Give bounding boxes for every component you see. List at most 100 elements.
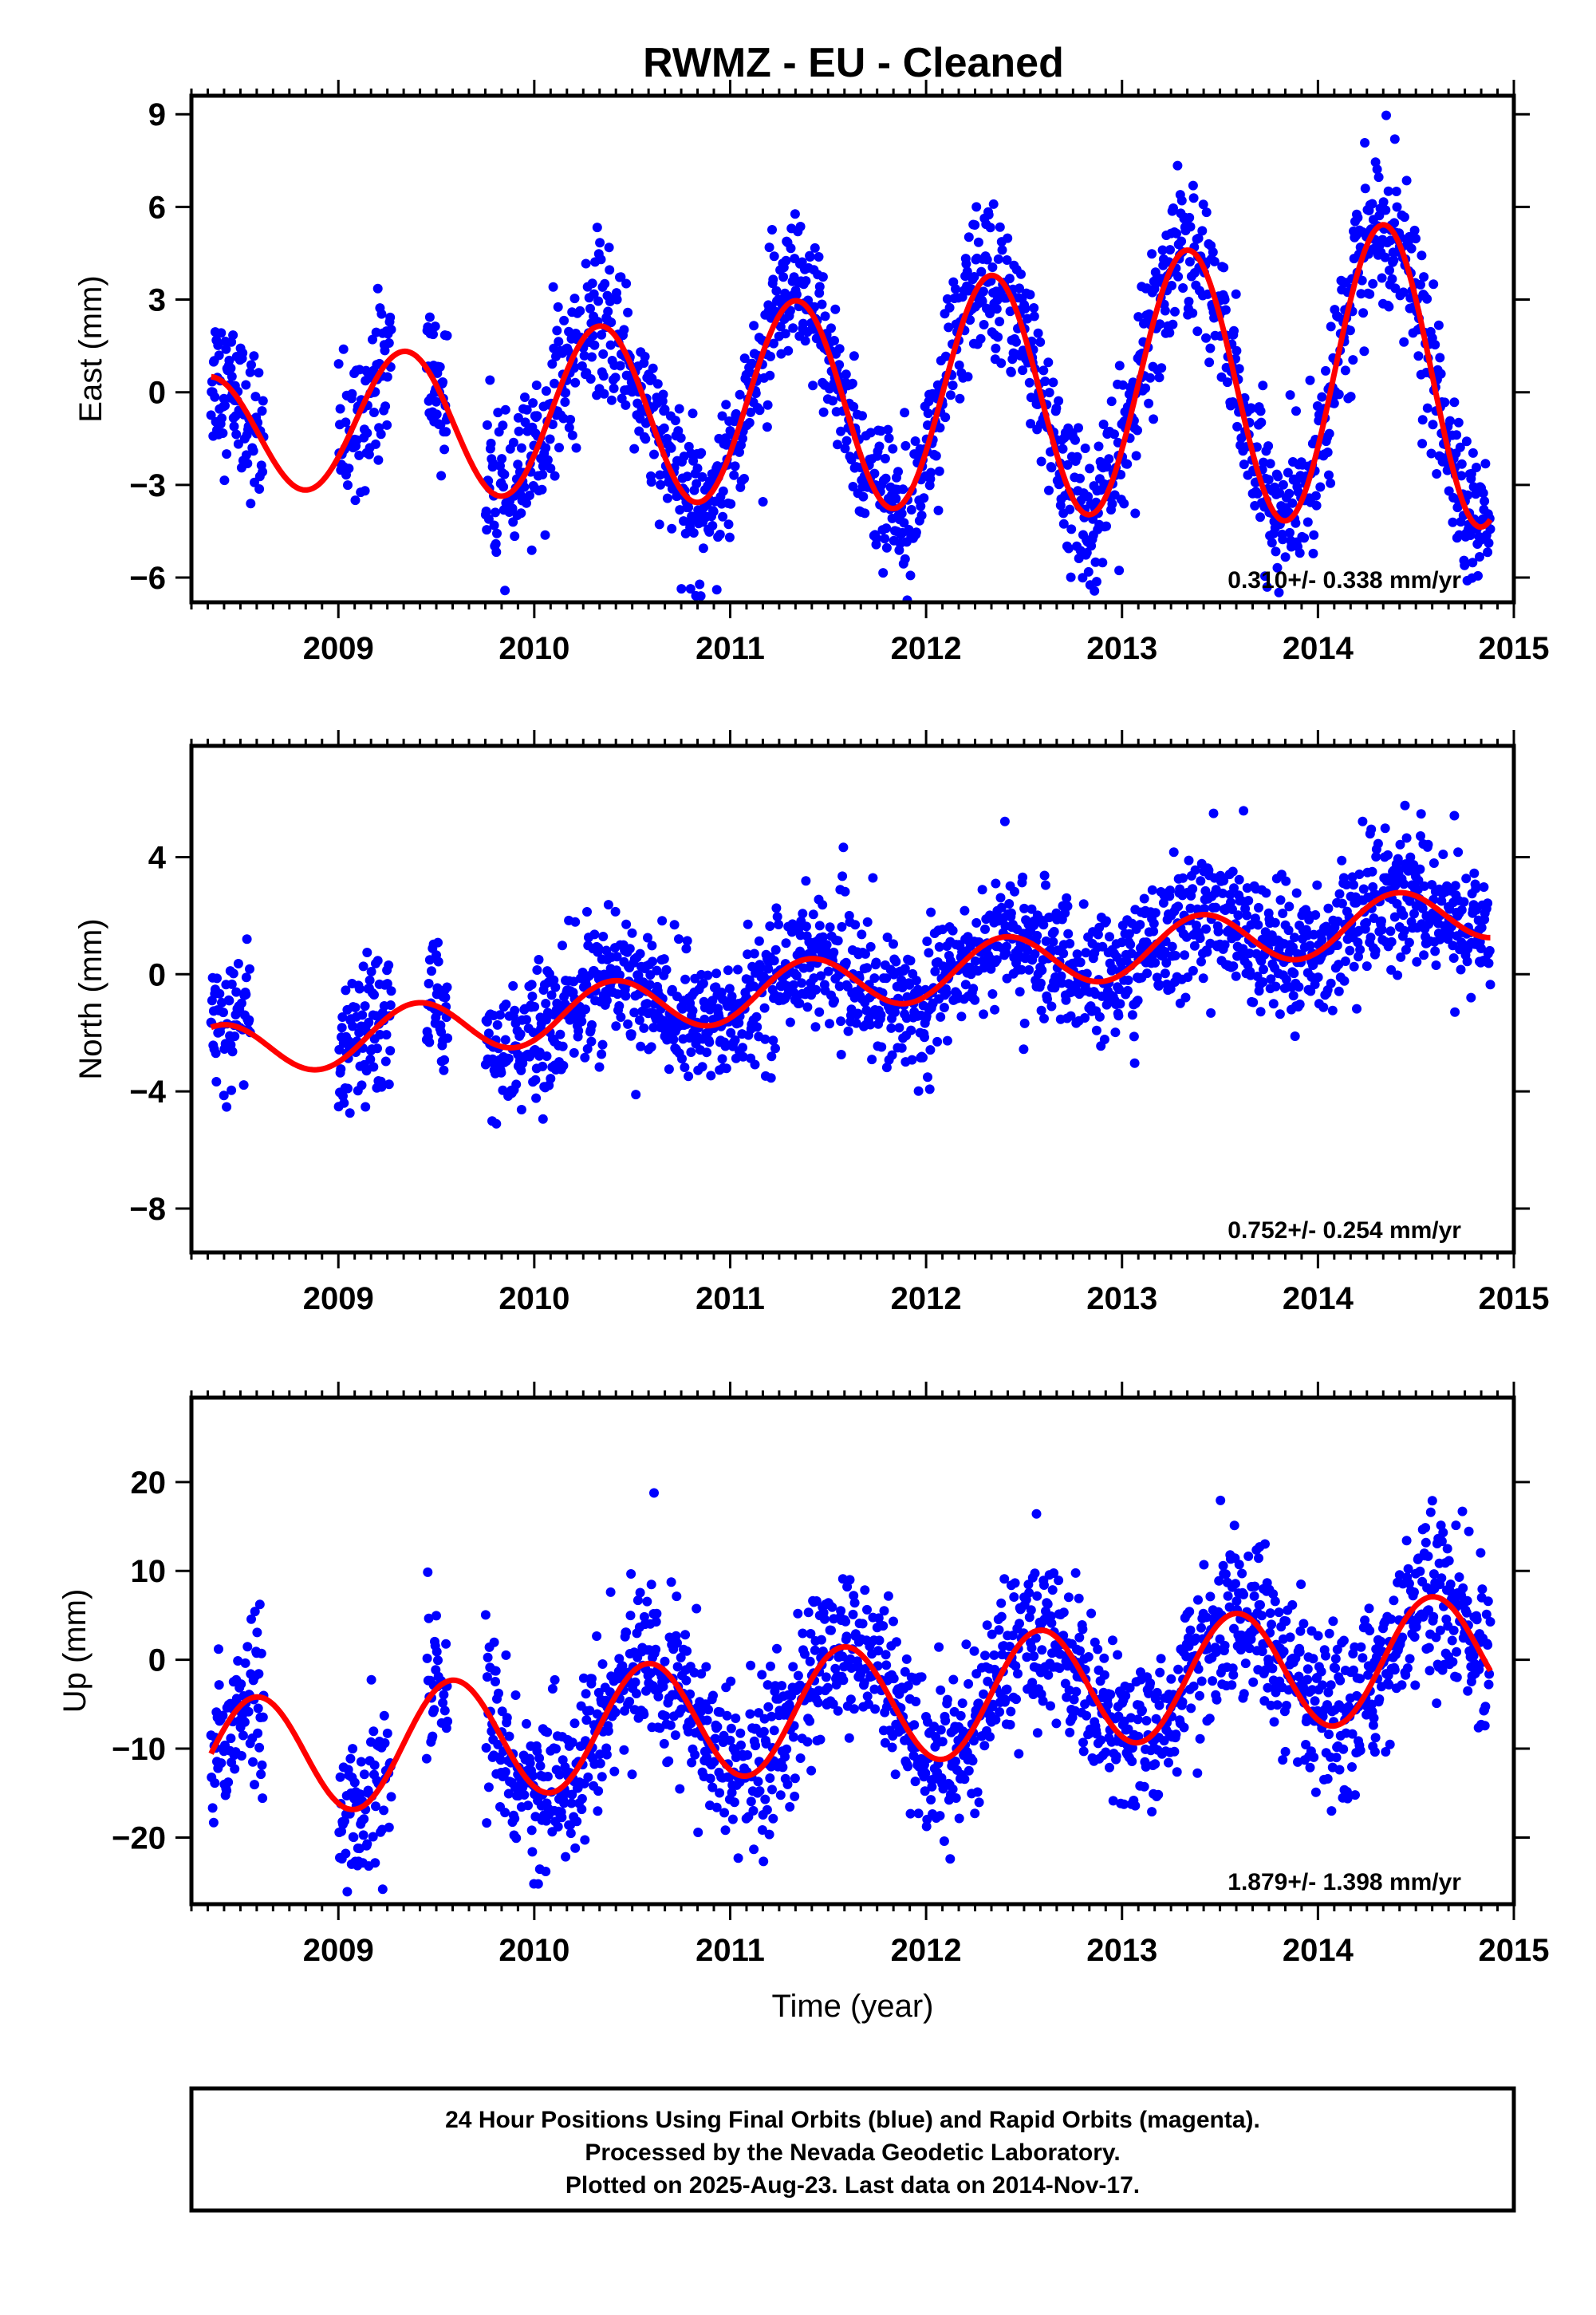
north-data-point	[345, 1108, 355, 1118]
east-data-point	[1480, 496, 1490, 507]
north-data-point	[639, 1023, 649, 1033]
north-data-point	[1170, 950, 1180, 960]
up-data-point	[258, 1793, 268, 1804]
up-data-point	[759, 1856, 769, 1867]
north-data-point	[667, 984, 677, 995]
north-data-point	[680, 974, 691, 984]
north-data-point	[1188, 965, 1198, 976]
up-data-point	[384, 1822, 394, 1832]
east-data-point	[552, 325, 562, 336]
east-data-point	[1157, 363, 1167, 373]
north-data-point	[1091, 1025, 1101, 1035]
east-data-point	[897, 508, 907, 519]
north-data-point	[1198, 973, 1208, 984]
north-data-point	[769, 956, 779, 966]
east-data-point	[1048, 377, 1058, 388]
north-data-point	[960, 980, 971, 990]
east-data-point	[1002, 255, 1012, 265]
north-data-point	[1036, 1005, 1046, 1016]
east-data-point	[513, 412, 523, 423]
up-data-point	[690, 1749, 700, 1760]
north-data-point	[1261, 888, 1271, 898]
north-data-point	[442, 982, 452, 992]
north-data-point	[613, 989, 623, 1000]
north-data-point	[698, 978, 708, 988]
north-data-point	[546, 990, 557, 1000]
up-data-point	[890, 1769, 900, 1780]
east-data-point	[900, 408, 910, 418]
north-data-point	[766, 1073, 776, 1083]
north-data-point	[1027, 904, 1037, 914]
north-data-point	[1049, 926, 1059, 937]
north-data-point	[1449, 810, 1460, 821]
east-data-point	[1063, 543, 1074, 554]
east-data-point	[1119, 499, 1129, 509]
east-data-point	[857, 411, 867, 421]
north-data-point	[970, 995, 980, 1005]
east-data-point	[1114, 361, 1125, 371]
east-data-point	[769, 251, 779, 262]
up-data-point	[712, 1721, 723, 1732]
up-data-point	[366, 1674, 376, 1685]
up-data-point	[557, 1812, 567, 1823]
east-data-point	[670, 416, 680, 426]
east-data-point	[386, 325, 396, 335]
east-data-point	[1046, 463, 1057, 473]
up-data-point	[702, 1715, 712, 1725]
north-data-point	[436, 1027, 447, 1037]
east-data-point	[519, 482, 530, 492]
north-data-point	[1394, 865, 1405, 875]
east-x-tick-label: 2009	[303, 631, 374, 666]
north-data-point	[850, 920, 861, 930]
north-data-point	[516, 1065, 526, 1075]
east-data-point	[810, 243, 820, 253]
east-data-point	[654, 519, 664, 530]
up-data-point	[892, 1637, 901, 1647]
east-data-point	[1285, 527, 1295, 538]
north-data-point	[1041, 880, 1050, 890]
east-data-point	[1122, 459, 1133, 469]
east-data-point	[833, 440, 842, 450]
up-data-point	[214, 1680, 224, 1690]
north-data-point	[1142, 968, 1153, 979]
north-data-point	[1124, 929, 1134, 939]
up-data-point	[362, 1839, 372, 1849]
up-data-point	[778, 1762, 788, 1773]
east-data-point	[1116, 470, 1126, 479]
east-data-point	[1389, 218, 1400, 228]
east-data-point	[1222, 377, 1232, 388]
east-data-point	[817, 299, 827, 310]
north-data-point	[1323, 903, 1334, 913]
east-data-point	[248, 446, 258, 456]
north-data-point	[913, 1086, 924, 1096]
up-data-point	[844, 1733, 854, 1743]
east-data-point	[1258, 381, 1268, 391]
up-data-point	[619, 1745, 629, 1755]
east-data-point	[424, 312, 435, 322]
up-data-point	[587, 1674, 597, 1684]
east-data-point	[674, 404, 684, 414]
north-data-point	[1484, 958, 1494, 968]
up-data-point	[342, 1887, 353, 1897]
east-data-point	[547, 359, 558, 369]
east-data-point	[969, 272, 979, 282]
up-data-point	[216, 1758, 227, 1769]
north-data-point	[1113, 1011, 1124, 1021]
east-data-point	[944, 322, 954, 333]
east-data-point	[439, 444, 450, 455]
east-data-point	[935, 423, 945, 433]
east-data-point	[982, 254, 992, 265]
north-data-point	[629, 1008, 640, 1018]
north-data-point	[610, 906, 621, 917]
east-data-point	[991, 304, 1002, 314]
east-data-point	[1130, 508, 1141, 519]
east-data-point	[724, 532, 735, 542]
up-data-point	[870, 1704, 881, 1714]
north-data-point	[339, 1098, 349, 1108]
north-data-point	[1065, 938, 1075, 948]
up-data-point	[371, 1801, 380, 1812]
north-data-point	[1476, 944, 1486, 953]
north-data-point	[1290, 1031, 1300, 1041]
north-data-point	[1396, 952, 1406, 962]
north-data-point	[1353, 937, 1363, 948]
